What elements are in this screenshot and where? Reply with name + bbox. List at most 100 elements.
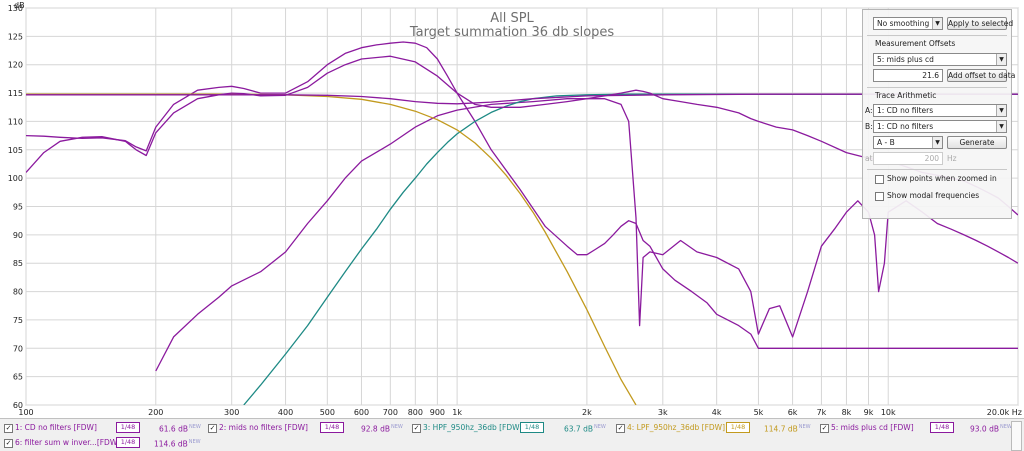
trace-a-value: 1: CD no filters: [877, 106, 934, 115]
show-points-label: Show points when zoomed in: [887, 174, 997, 183]
arith-title: Trace Arithmetic: [875, 91, 937, 100]
legend-checkbox[interactable]: ✓: [208, 424, 217, 433]
y-tick-label: 65: [13, 373, 23, 382]
y-axis-unit-label: dB: [14, 1, 25, 10]
chevron-down-icon: ▼: [932, 137, 942, 148]
legend-item[interactable]: ✓ 4: LPF_950hz_36db [FDW] 1/48 114.7 dBN…: [616, 421, 816, 434]
series-line-6: [26, 93, 1018, 105]
legend-smoothing[interactable]: 1/48: [726, 422, 750, 433]
chart-title: All SPL: [490, 11, 534, 26]
legend-checkbox[interactable]: ✓: [412, 424, 421, 433]
legend-item[interactable]: ✓ 5: mids plus cd [FDW] 1/48 93.0 dBNEW: [820, 421, 1012, 436]
legend-name: 3: HPF_950hz_36db [FDW]: [423, 423, 523, 432]
offset-measurement-select[interactable]: 5: mids plus cd ▼: [873, 53, 1007, 66]
y-tick-label: 120: [8, 61, 23, 70]
divider: [867, 169, 1007, 170]
legend-value: 114.7 dB: [764, 424, 798, 434]
legend-new-badge: NEW: [189, 424, 201, 430]
legend-item[interactable]: ✓ 6: filter sum w inver...[FDW] 1/48 114…: [4, 436, 204, 449]
y-tick-label: 95: [13, 203, 23, 212]
legend-new-badge: NEW: [391, 424, 403, 430]
show-points-checkbox[interactable]: [875, 175, 884, 184]
smoothing-select[interactable]: No smoothing ▼: [873, 17, 943, 30]
legend-value-wrap: 93.0 dBNEW: [970, 421, 1012, 436]
x-tick-label: 100: [18, 408, 33, 417]
grid-lines: [25, 7, 1019, 406]
legend-new-badge: NEW: [188, 439, 201, 445]
legend-smoothing[interactable]: 1/48: [116, 437, 140, 448]
series-lines: [26, 41, 1018, 405]
legend-value-wrap: 63.7 dBNEW: [564, 421, 606, 436]
legend-name: 2: mids no filters [FDW]: [219, 423, 308, 432]
operation-select[interactable]: A - B ▼: [873, 136, 943, 149]
legend-smoothing[interactable]: 1/48: [116, 422, 140, 433]
x-tick-label: 500: [320, 408, 335, 417]
legend-scrollbar[interactable]: [1011, 421, 1022, 451]
legend-item[interactable]: ✓ 1: CD no filters [FDW] 1/48 61.6 dBNEW: [4, 421, 204, 434]
legend-value-wrap: 92.8 dBNEW: [361, 421, 403, 436]
divider: [867, 87, 1007, 88]
x-tick-label: 900: [430, 408, 445, 417]
smoothing-value: No smoothing: [877, 19, 930, 28]
control-panel: No smoothing ▼ Apply to selected Measurem…: [862, 9, 1016, 219]
x-tick-label: 2k: [582, 408, 592, 417]
y-axis-ticks: 60 65 70 75 80 85 90 95 100 105 110 115 120 125 130: [8, 4, 23, 410]
generate-button[interactable]: Generate: [947, 136, 1007, 149]
operation-value: A - B: [877, 138, 895, 147]
divider: [867, 35, 1007, 36]
b-label: B:: [865, 122, 873, 131]
trace-a-select[interactable]: 1: CD no filters ▼: [873, 104, 1007, 117]
y-tick-label: 60: [13, 401, 23, 410]
x-tick-label: 300: [224, 408, 239, 417]
legend-checkbox[interactable]: ✓: [820, 424, 829, 433]
offset-measurement-value: 5: mids plus cd: [877, 55, 934, 64]
legend-checkbox[interactable]: ✓: [4, 424, 13, 433]
legend-smoothing[interactable]: 1/48: [320, 422, 344, 433]
y-tick-label: 110: [8, 117, 23, 126]
legend-name: 1: CD no filters [FDW]: [15, 423, 97, 432]
legend-name: 5: mids plus cd [FDW]: [831, 423, 914, 432]
y-tick-label: 105: [8, 146, 23, 155]
legend-value: 93.0 dB: [970, 424, 999, 434]
a-label: A:: [865, 106, 873, 115]
legend-checkbox[interactable]: ✓: [616, 424, 625, 433]
show-modal-label: Show modal frequencies: [887, 191, 980, 200]
legend-smoothing[interactable]: 1/48: [520, 422, 544, 433]
show-modal-checkbox[interactable]: [875, 192, 884, 201]
offset-value: 21.6: [922, 71, 939, 80]
at-label: at: [865, 154, 873, 163]
x-tick-label: 1k: [452, 408, 462, 417]
y-tick-label: 80: [13, 288, 23, 297]
x-tick-label: 400: [278, 408, 293, 417]
x-tick-label: 8k: [842, 408, 852, 417]
spl-chart[interactable]: 60 65 70 75 80 85 90 95 100 105 110 115 120 125 130 10…: [0, 0, 1024, 418]
legend-value-wrap: 61.6 dBNEW: [159, 421, 201, 436]
legend-item[interactable]: ✓ 2: mids no filters [FDW] 1/48 92.8 dBN…: [208, 421, 408, 434]
x-tick-label: 10k: [881, 408, 896, 417]
legend-value: 63.7 dB: [564, 424, 593, 434]
x-tick-label: 20.0k Hz: [987, 408, 1022, 417]
x-tick-label: 6k: [788, 408, 798, 417]
offsets-title: Measurement Offsets: [875, 39, 956, 48]
at-frequency-value: 200: [924, 154, 939, 163]
legend-value: 114.6 dB: [154, 439, 188, 449]
legend-value: 61.6 dB: [159, 424, 188, 434]
legend-item[interactable]: ✓ 3: HPF_950hz_36db [FDW] 1/48 63.7 dBNE…: [412, 421, 612, 434]
add-offset-button[interactable]: Add offset to data: [947, 69, 1016, 82]
y-tick-label: 90: [13, 231, 23, 240]
trace-b-select[interactable]: 1: CD no filters ▼: [873, 120, 1007, 133]
series-line-4: [26, 93, 637, 405]
offset-value-input[interactable]: 21.6: [873, 69, 943, 82]
hz-label: Hz: [947, 154, 957, 163]
x-tick-label: 9k: [864, 408, 874, 417]
y-tick-label: 75: [13, 316, 23, 325]
y-tick-label: 125: [8, 32, 23, 41]
apply-to-selected-button[interactable]: Apply to selected: [947, 17, 1014, 30]
chevron-down-icon: ▼: [996, 121, 1006, 132]
at-frequency-input[interactable]: 200: [873, 152, 943, 165]
legend-new-badge: NEW: [1000, 424, 1012, 430]
y-tick-label: 115: [8, 89, 23, 98]
legend-checkbox[interactable]: ✓: [4, 439, 13, 448]
legend-smoothing[interactable]: 1/48: [930, 422, 954, 433]
x-tick-label: 4k: [712, 408, 722, 417]
